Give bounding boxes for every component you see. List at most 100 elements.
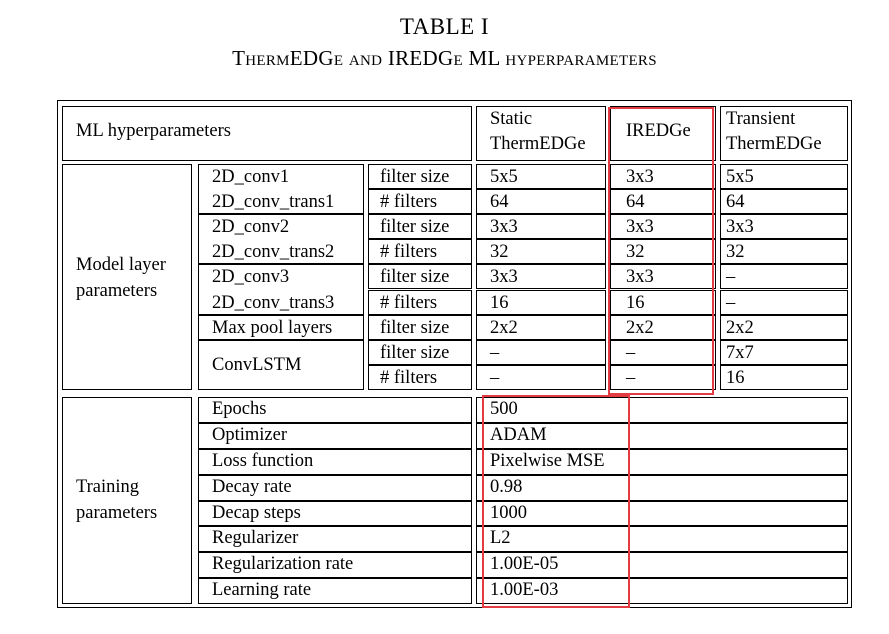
training-name-cell <box>198 552 472 579</box>
header-transient: Transient <box>726 109 796 129</box>
value-cell <box>720 164 848 190</box>
value-cell <box>720 189 848 215</box>
training-name-cell <box>198 474 472 501</box>
iredge-value: 64 <box>626 192 645 213</box>
param-cell <box>368 264 472 290</box>
training-param-name: Learning rate <box>212 580 312 601</box>
transient-value: 16 <box>726 367 745 388</box>
iredge-value: – <box>626 367 636 388</box>
training-param-value: 1.00E-03 <box>490 580 559 601</box>
value-cell <box>610 214 716 240</box>
value-cell <box>476 339 606 365</box>
static-value: 32 <box>490 242 509 263</box>
value-cell <box>476 289 606 315</box>
header-transient-cell <box>720 106 848 161</box>
layer-cell <box>198 164 364 215</box>
iredge-column-highlight <box>608 107 714 395</box>
header-label-cell <box>62 106 472 161</box>
training-value-cell <box>476 526 848 553</box>
value-cell <box>610 189 716 215</box>
training-value-cell <box>476 552 848 579</box>
value-cell <box>610 289 716 315</box>
value-cell <box>610 364 716 390</box>
value-cell <box>720 214 848 240</box>
training-param-name: Decay rate <box>212 476 292 497</box>
training-value-cell <box>476 474 848 501</box>
training-section-label-cell <box>62 397 192 604</box>
layer-name: 2D_conv1 <box>212 167 290 187</box>
header-transient: ThermEDGe <box>726 134 822 154</box>
layer-cell <box>198 214 364 265</box>
static-value: 16 <box>490 292 509 313</box>
static-value: 3x3 <box>490 267 518 288</box>
value-cell <box>720 314 848 340</box>
iredge-value: 32 <box>626 242 645 263</box>
transient-value: 5x5 <box>726 167 754 187</box>
header-static: Static <box>490 109 533 129</box>
value-cell <box>610 239 716 265</box>
value-cell <box>476 239 606 265</box>
value-cell <box>720 289 848 315</box>
value-cell <box>720 364 848 390</box>
layer-name: 2D_conv_trans3 <box>212 292 335 313</box>
iredge-value: 3x3 <box>626 267 654 288</box>
training-param-value: 1000 <box>490 502 527 523</box>
header-label: ML hyperparameters <box>76 121 231 141</box>
param-name: filter size <box>380 217 450 238</box>
param-name: filter size <box>380 267 450 288</box>
param-name: # filters <box>380 192 438 213</box>
transient-value: 64 <box>726 192 745 213</box>
header-static-cell <box>476 106 606 161</box>
value-cell <box>476 214 606 240</box>
header-iredge: IREDGe <box>626 121 691 141</box>
value-cell <box>610 164 716 190</box>
training-value-cell <box>476 448 848 475</box>
value-cell <box>476 164 606 190</box>
training-value-cell <box>476 500 848 527</box>
value-cell <box>476 264 606 290</box>
training-param-name: Decap steps <box>212 502 301 523</box>
static-value: 2x2 <box>490 317 518 338</box>
static-value: 5x5 <box>490 167 518 187</box>
value-cell <box>476 314 606 340</box>
header-iredge-cell <box>610 106 716 161</box>
training-section-label: parameters <box>76 503 158 523</box>
iredge-value: 3x3 <box>626 217 654 238</box>
training-param-value: Pixelwise MSE <box>490 450 605 471</box>
training-value-cell <box>476 422 848 449</box>
transient-value: – <box>726 267 736 288</box>
layer-cell <box>198 264 364 315</box>
layer-name: ConvLSTM <box>212 355 302 376</box>
training-param-name: Regularization rate <box>212 554 354 575</box>
static-value: 64 <box>490 192 509 213</box>
param-cell <box>368 239 472 265</box>
iredge-value: – <box>626 342 636 363</box>
training-value-cell <box>476 397 848 423</box>
training-param-name: Regularizer <box>212 528 299 549</box>
training-values-highlight <box>482 395 630 608</box>
training-name-cell <box>198 578 472 604</box>
model-section-label-cell <box>62 164 192 390</box>
layer-name: 2D_conv_trans2 <box>212 242 335 263</box>
layer-name: 2D_conv_trans1 <box>212 192 335 213</box>
static-value: – <box>490 367 500 388</box>
static-value: 3x3 <box>490 217 518 238</box>
param-cell <box>368 214 472 240</box>
value-cell <box>610 264 716 290</box>
param-cell <box>368 289 472 315</box>
param-name: # filters <box>380 292 438 313</box>
layer-name: 2D_conv3 <box>212 267 290 288</box>
model-section-label: Model layer <box>76 255 166 275</box>
transient-value: 7x7 <box>726 342 754 363</box>
value-cell <box>720 239 848 265</box>
value-cell <box>610 314 716 340</box>
layer-cell <box>198 339 364 390</box>
value-cell <box>476 189 606 215</box>
transient-value: 32 <box>726 242 745 263</box>
training-value-cell <box>476 578 848 604</box>
layer-cell <box>198 314 364 340</box>
param-name: filter size <box>380 167 450 187</box>
param-name: filter size <box>380 342 450 363</box>
training-param-value: 500 <box>490 399 518 419</box>
value-cell <box>610 339 716 365</box>
